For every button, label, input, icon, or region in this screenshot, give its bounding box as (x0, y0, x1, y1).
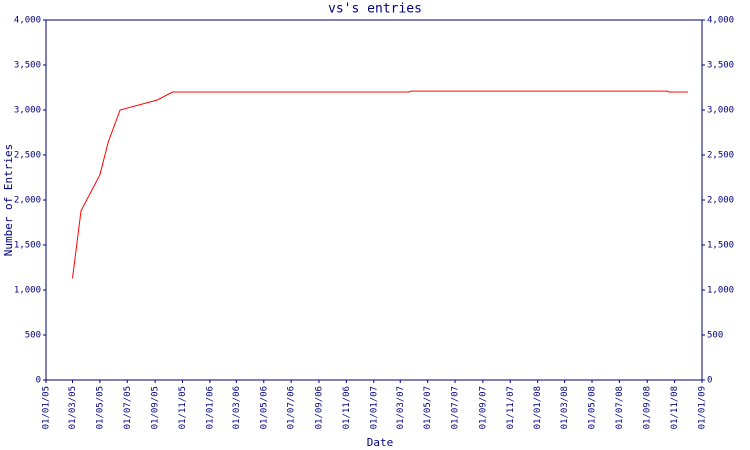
x-tick-label: 01/01/05 (42, 386, 52, 429)
y2-tick-label: 1,000 (707, 286, 734, 296)
x-tick-label: 01/03/08 (560, 386, 570, 429)
x-tick-label: 01/05/05 (95, 386, 105, 429)
y-tick-label: 0 (36, 376, 41, 386)
x-tick-label: 01/01/09 (698, 386, 708, 429)
x-tick-label: 01/07/08 (615, 386, 625, 429)
x-tick-label: 01/05/07 (423, 386, 433, 429)
x-tick-label: 01/11/08 (670, 386, 680, 429)
y-tick-label: 3,500 (14, 61, 41, 71)
x-tick-label: 01/09/05 (151, 386, 161, 429)
x-tick-label: 01/07/06 (287, 386, 297, 429)
x-tick-label: 01/11/06 (342, 386, 352, 429)
x-tick-label: 01/09/07 (478, 386, 488, 429)
x-tick-label: 01/01/08 (533, 386, 543, 429)
y2-tick-label: 3,500 (707, 61, 734, 71)
x-tick-label: 01/03/06 (232, 386, 242, 429)
plot-frame (45, 19, 703, 381)
y-tick-label: 500 (25, 331, 41, 341)
chart-title: vs's entries (328, 2, 422, 17)
data-line (71, 90, 689, 279)
x-tick-label: 01/07/07 (451, 386, 461, 429)
y-tick-label: 1,500 (14, 241, 41, 251)
x-tick-label: 01/03/05 (68, 386, 78, 429)
y-tick-label: 3,000 (14, 106, 41, 116)
x-tick-label: 01/05/06 (259, 386, 269, 429)
x-tick-label: 01/09/06 (314, 386, 324, 429)
y-tick-label: 4,000 (14, 16, 41, 26)
x-tick-label: 01/11/05 (178, 386, 188, 429)
x-tick-label: 01/07/05 (123, 386, 133, 429)
y-tick-label: 2,500 (14, 151, 41, 161)
x-axis-label: Date (367, 436, 394, 449)
y-tick-label: 2,000 (14, 196, 41, 206)
y2-tick-label: 2,000 (707, 196, 734, 206)
y2-tick-label: 3,000 (707, 106, 734, 116)
y2-tick-label: 0 (707, 376, 712, 386)
y2-tick-label: 500 (707, 331, 723, 341)
y-axis-label: Number of Entries (2, 144, 15, 257)
x-tick-label: 01/09/08 (643, 386, 653, 429)
y-tick-label: 1,000 (14, 286, 41, 296)
x-tick-label: 01/11/07 (506, 386, 516, 429)
y2-tick-label: 1,500 (707, 241, 734, 251)
x-tick-label: 01/01/07 (369, 386, 379, 429)
y2-tick-label: 2,500 (707, 151, 734, 161)
x-tick-label: 01/03/07 (396, 386, 406, 429)
x-tick-label: 01/05/08 (587, 386, 597, 429)
x-tick-label: 01/01/06 (205, 386, 215, 429)
y2-tick-label: 4,000 (707, 16, 734, 26)
